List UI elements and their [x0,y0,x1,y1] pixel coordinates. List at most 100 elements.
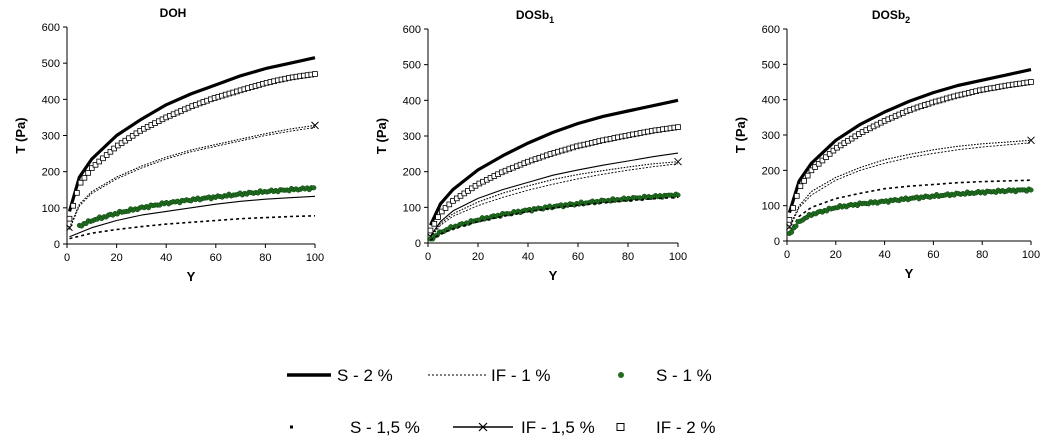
data-point-green [1028,187,1034,193]
series-1-5 [76,185,317,229]
y-tick-label: 600 [403,24,421,36]
data-point-square [81,174,88,181]
series-2-1 [429,98,679,226]
chart-panel-2: 0 100 200 300 400 500 600 0 20 40 60 80 100 DOSb1 Y T (… [374,8,687,283]
legend-symbol-small-dot [290,425,293,429]
x-tick-label: 20 [472,251,484,263]
y-tick-label: 600 [762,24,780,36]
x-tick-label: 80 [976,249,988,261]
x-tick-label: 80 [622,251,634,263]
y-axis-label: T (Pa) [13,117,28,153]
data-point-square [431,220,438,227]
data-point-square [70,202,77,209]
x-tick-label: 100 [1022,249,1040,261]
series-end-marker [311,121,319,130]
data-point-square [92,161,99,168]
data-point-square [812,164,818,170]
data-point-square [111,145,117,152]
series-line [68,124,316,228]
data-point-green [675,192,681,198]
data-point-square [100,155,106,162]
legend-symbol-open-square [616,423,625,431]
y-tick-label: 400 [762,95,780,107]
x-tick-label: 0 [425,251,431,263]
y-tick-label: 500 [762,59,780,71]
data-point-square [804,172,811,179]
x-axis-label: Y [905,266,914,281]
x-tick-label: 60 [210,252,222,264]
legend-item-3: S - 1 % [618,366,712,385]
data-point-square [794,193,800,199]
data-point-square [1028,79,1034,85]
y-tick-label: 200 [762,165,780,177]
y-axis-label: T (Pa) [733,117,748,153]
x-tick-label: 100 [669,251,687,263]
data-point-square [89,165,95,171]
y-tick-label: 300 [762,130,780,142]
series-line [430,196,679,241]
y-tick-label: 200 [42,167,60,179]
chart-panel-1: 0 100 200 300 400 500 600 0 20 40 60 80 100 DOH Y T (Pa… [13,6,324,284]
data-point-square [438,208,445,215]
y-tick-label: 0 [415,238,421,250]
series-3-4 [788,142,1032,229]
chart-title: DOSb2 [872,8,910,25]
data-point-square [435,214,441,220]
legend-item-6: IF - 2 % [616,418,716,437]
x-tick-label: 80 [259,252,271,264]
series-line [429,98,679,226]
data-point-square [103,152,110,158]
y-tick-label: 0 [54,239,60,251]
series-line [69,195,316,238]
data-point-square [427,227,434,234]
y-tick-label: 300 [403,131,421,143]
x-tick-label: 40 [522,251,534,263]
data-point-square [85,170,91,176]
y-axis-label: T (Pa) [374,118,389,154]
data-point-square [446,201,453,208]
x-tick-label: 20 [830,249,842,261]
y-tick-label: 600 [42,22,60,34]
data-point-square [77,179,84,186]
x-axis-label: Y [549,268,558,283]
data-point-square [786,216,793,223]
series-2-7 [430,196,679,241]
x-tick-label: 0 [64,252,70,264]
data-point-square [808,167,815,174]
legend-item-1: S - 2 % [287,366,393,385]
series-1-7 [69,215,316,240]
legend-label: IF - 1 % [491,366,551,385]
data-point-square [675,124,681,130]
series-3-1 [787,68,1032,214]
series-1-1 [67,56,316,212]
y-tick-label: 400 [42,94,60,106]
data-point-square [815,160,822,167]
y-tick-label: 200 [403,167,421,179]
series-line [788,142,1032,229]
series-line [69,127,316,230]
y-tick-label: 0 [774,236,780,248]
data-point-square [823,154,829,161]
legend-label: S - 2 % [337,366,393,385]
series-3-6 [786,186,1034,237]
legend: S - 2 % IF - 1 % S - 1 % S - 1,5 % IF - 1,5 … [287,366,716,437]
y-tick-label: 100 [762,201,780,213]
y-tick-label: 100 [403,202,421,214]
series-2-3 [430,152,679,237]
legend-label: S - 1,5 % [350,418,420,437]
series-1-2 [66,71,318,222]
data-point-square [74,190,80,196]
data-point-square [312,71,318,77]
data-point-square [96,158,103,165]
y-tick-label: 300 [42,131,60,143]
series-line [788,139,1032,228]
series-2-5 [430,163,679,238]
legend-item-2: IF - 1 % [428,366,551,385]
x-tick-label: 60 [927,249,939,261]
legend-symbol-green-dot [618,372,624,378]
data-point-green [789,229,795,235]
series-line [67,56,316,212]
series-3-2 [786,79,1034,223]
data-point-square [826,151,833,157]
